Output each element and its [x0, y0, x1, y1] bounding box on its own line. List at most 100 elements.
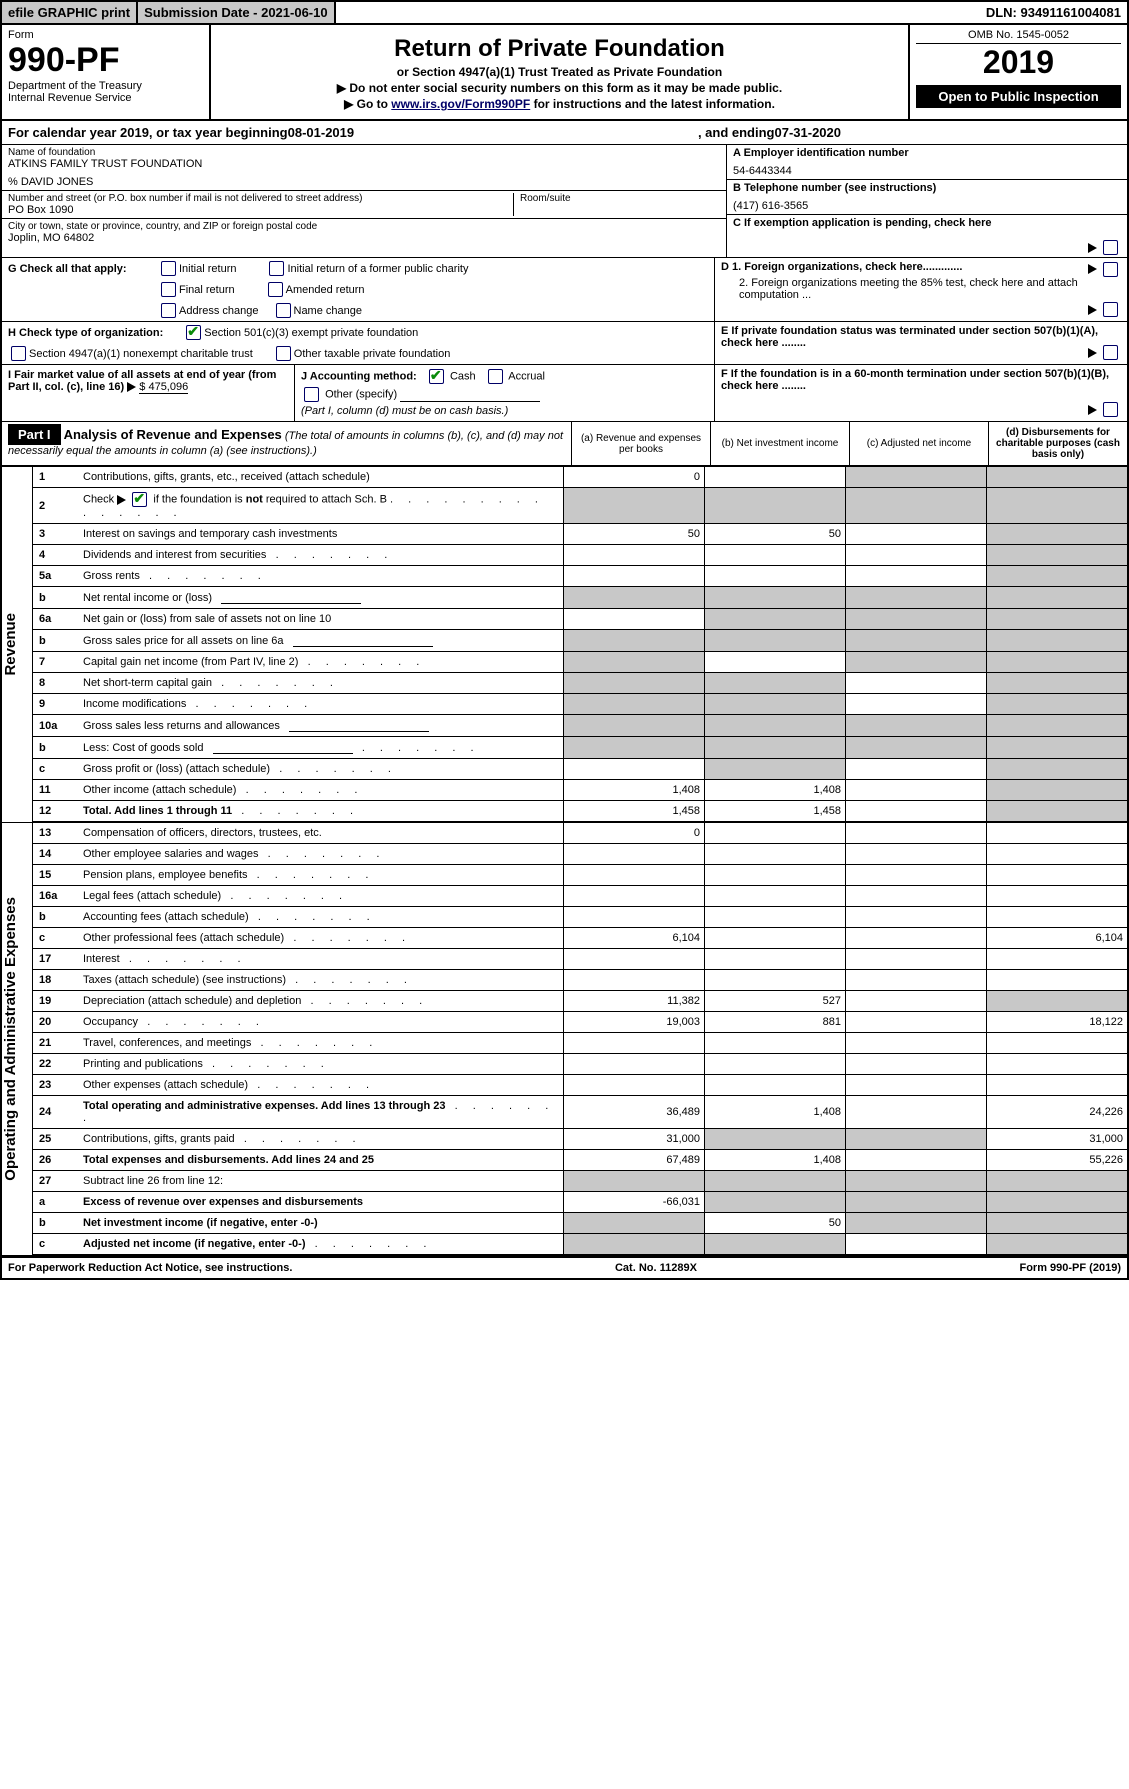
- line-number: 19: [33, 991, 78, 1012]
- g-initial-return-checkbox[interactable]: [161, 261, 176, 276]
- cell-c: [846, 1054, 987, 1075]
- cell-d: 18,122: [987, 1012, 1129, 1033]
- line-row-12: 12Total. Add lines 1 through 11 . . . . …: [1, 801, 1128, 823]
- sch-b-checkbox[interactable]: [132, 492, 147, 507]
- cell-d: [987, 1192, 1129, 1213]
- cell-c: [846, 1033, 987, 1054]
- j-other-checkbox[interactable]: [304, 387, 319, 402]
- efile-print-button[interactable]: efile GRAPHIC print: [2, 2, 138, 23]
- cell-b: [705, 673, 846, 694]
- cell-c: [846, 1171, 987, 1192]
- g-initial-former-checkbox[interactable]: [269, 261, 284, 276]
- line-label: Adjusted net income (if negative, enter …: [77, 1234, 564, 1256]
- g-opt-address: Address change: [179, 305, 259, 317]
- cell-d: [987, 545, 1129, 566]
- section-c-checkbox[interactable]: [1103, 240, 1118, 255]
- cell-b: [705, 886, 846, 907]
- cell-c: [846, 673, 987, 694]
- cell-b: [705, 630, 846, 652]
- line-label: Total. Add lines 1 through 11 . . . . . …: [77, 801, 564, 823]
- calendar-text2: , and ending: [698, 125, 775, 140]
- cell-c: [846, 780, 987, 801]
- part1-lines-table: Revenue1Contributions, gifts, grants, et…: [0, 467, 1129, 1256]
- line-label: Total expenses and disbursements. Add li…: [77, 1150, 564, 1171]
- cell-c: [846, 970, 987, 991]
- line-label: Compensation of officers, directors, tru…: [77, 822, 564, 844]
- j-accrual-checkbox[interactable]: [488, 369, 503, 384]
- address-row: Number and street (or P.O. box number if…: [2, 191, 726, 219]
- line-label: Gross profit or (loss) (attach schedule)…: [77, 759, 564, 780]
- h-other-taxable-checkbox[interactable]: [276, 346, 291, 361]
- header-center: Return of Private Foundation or Section …: [211, 25, 910, 119]
- g-amended-checkbox[interactable]: [268, 282, 283, 297]
- line-row-17: 17Interest . . . . . . .: [1, 949, 1128, 970]
- form-title: Return of Private Foundation: [221, 35, 898, 63]
- cell-c: [846, 545, 987, 566]
- line-row-26: 26Total expenses and disbursements. Add …: [1, 1150, 1128, 1171]
- g-address-change-checkbox[interactable]: [161, 303, 176, 318]
- cell-c: [846, 467, 987, 488]
- cell-d: 55,226: [987, 1150, 1129, 1171]
- cell-c: [846, 630, 987, 652]
- cell-a: [564, 886, 705, 907]
- line-label: Net gain or (loss) from sale of assets n…: [77, 609, 564, 630]
- h-4947-checkbox[interactable]: [11, 346, 26, 361]
- cell-c: [846, 822, 987, 844]
- phone-value: (417) 616-3565: [733, 200, 1121, 212]
- phone-label: B Telephone number (see instructions): [733, 182, 1121, 194]
- cell-c: [846, 1150, 987, 1171]
- calendar-text1: For calendar year 2019, or tax year begi…: [8, 125, 288, 140]
- e-checkbox[interactable]: [1103, 345, 1118, 360]
- cell-a: [564, 737, 705, 759]
- cell-a: [564, 630, 705, 652]
- section-i-j-f: I Fair market value of all assets at end…: [0, 365, 1129, 421]
- line-number: 14: [33, 844, 78, 865]
- cell-a: [564, 652, 705, 673]
- part1-header-row: Part I Analysis of Revenue and Expenses …: [0, 421, 1129, 467]
- line-row-18: 18Taxes (attach schedule) (see instructi…: [1, 970, 1128, 991]
- line-number: 17: [33, 949, 78, 970]
- cell-a: [564, 673, 705, 694]
- line-label: Taxes (attach schedule) (see instruction…: [77, 970, 564, 991]
- cell-a: [564, 587, 705, 609]
- j-cash-checkbox[interactable]: [429, 369, 444, 384]
- g-opt-name: Name change: [294, 305, 363, 317]
- check-section-h: H Check type of organization: Section 50…: [0, 322, 1129, 365]
- col-header-c: (c) Adjusted net income: [849, 422, 988, 465]
- cell-d: [987, 949, 1129, 970]
- cell-a: 36,489: [564, 1096, 705, 1129]
- g-name-change-checkbox[interactable]: [276, 303, 291, 318]
- cell-d: [987, 759, 1129, 780]
- arrow-right-icon: [1088, 264, 1097, 274]
- f-checkbox[interactable]: [1103, 402, 1118, 417]
- line-label: Subtract line 26 from line 12:: [77, 1171, 564, 1192]
- ein-value: 54-6443344: [733, 165, 1121, 177]
- line-row-19: 19Depreciation (attach schedule) and dep…: [1, 991, 1128, 1012]
- cell-b: [705, 488, 846, 524]
- line-number: 13: [33, 822, 78, 844]
- irs-link[interactable]: www.irs.gov/Form990PF: [391, 97, 530, 111]
- line-row-7: 7Capital gain net income (from Part IV, …: [1, 652, 1128, 673]
- cell-b: [705, 970, 846, 991]
- line-row-1: Revenue1Contributions, gifts, grants, et…: [1, 467, 1128, 488]
- section-i-value: $ 475,096: [139, 381, 188, 394]
- cell-c: [846, 1096, 987, 1129]
- tax-year: 2019: [916, 44, 1121, 81]
- line-label: Printing and publications . . . . . . .: [77, 1054, 564, 1075]
- cell-b: [705, 1234, 846, 1256]
- g-final-return-checkbox[interactable]: [161, 282, 176, 297]
- cell-c: [846, 652, 987, 673]
- revenue-side-label: Revenue: [1, 467, 33, 822]
- section-c-label: C If exemption application is pending, c…: [733, 217, 992, 229]
- cell-d: [987, 587, 1129, 609]
- d2-checkbox[interactable]: [1103, 302, 1118, 317]
- line-number: 23: [33, 1075, 78, 1096]
- cell-d: 6,104: [987, 928, 1129, 949]
- d1-checkbox[interactable]: [1103, 262, 1118, 277]
- calendar-end: 07-31-2020: [775, 125, 842, 140]
- cell-c: [846, 1129, 987, 1150]
- cell-a: [564, 1171, 705, 1192]
- topbar-strip: efile GRAPHIC print Submission Date - 20…: [0, 0, 1129, 25]
- cell-a: 11,382: [564, 991, 705, 1012]
- h-501c3-checkbox[interactable]: [186, 325, 201, 340]
